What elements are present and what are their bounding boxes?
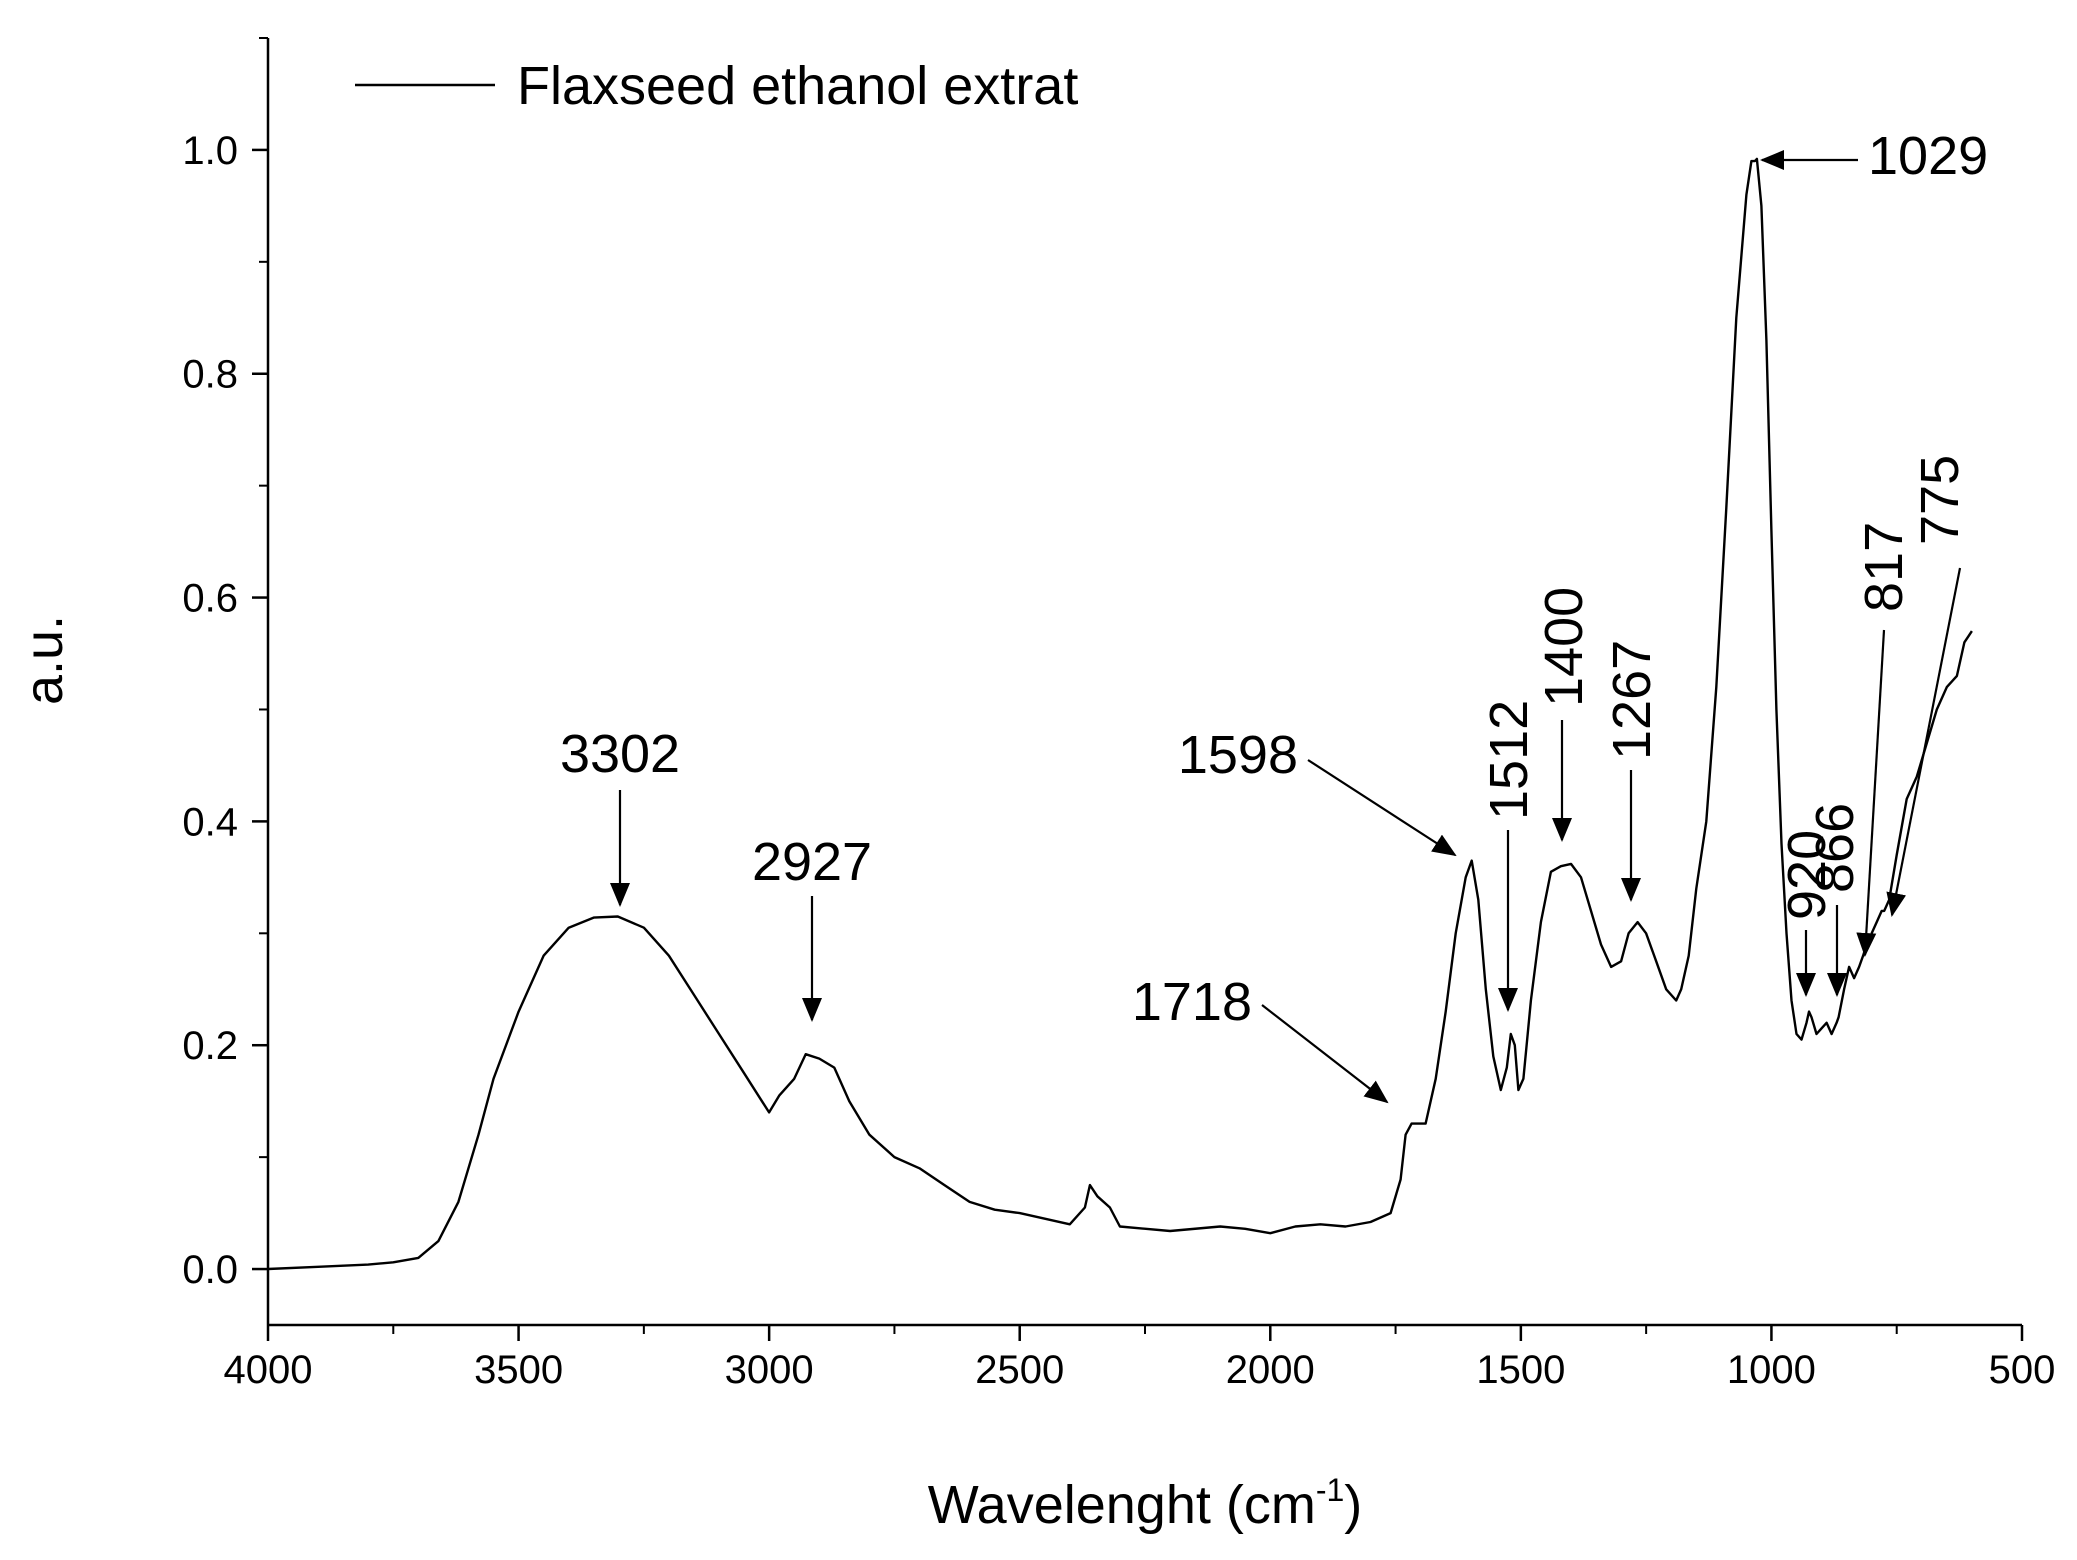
legend-entry-label: Flaxseed ethanol extrat (517, 56, 1078, 116)
x-tick-label: 500 (1989, 1348, 2056, 1392)
x-tick-label: 1000 (1727, 1348, 1816, 1392)
x-tick-label: 2000 (1226, 1348, 1315, 1392)
peak-label-3302: 3302 (560, 724, 680, 784)
x-tick-label: 2500 (975, 1348, 1064, 1392)
peak-label-1718: 1718 (1132, 972, 1252, 1032)
x-axis-title-superscript: -1 (1316, 1472, 1344, 1508)
y-tick-label: 0.2 (182, 1024, 238, 1068)
peak-arrow (1261, 1004, 1389, 1104)
y-tick-label: 1.0 (182, 129, 238, 173)
x-tick-label: 3000 (725, 1348, 814, 1392)
peak-label-866: 866 (1805, 803, 1865, 893)
y-tick-label: 0.6 (182, 577, 238, 621)
series-line (267, 157, 1973, 1271)
peak-label-2927: 2927 (752, 832, 872, 892)
peak-arrow (1856, 629, 1886, 957)
y-tick-label: 0.4 (182, 800, 238, 844)
peak-label-1400: 1400 (1534, 587, 1594, 707)
axes: 0.0 0.2 0.4 0.6 0.8 1.0 4000 3500 3000 2500 2000 15… (182, 37, 2056, 1392)
x-axis-title-main: Wavelenght (cm (928, 1475, 1316, 1535)
legend: Flaxseed ethanol extrat (355, 56, 1078, 116)
x-tick-label: 3500 (474, 1348, 563, 1392)
peak-label-1029: 1029 (1868, 126, 1988, 186)
peak-label-775: 775 (1910, 455, 1970, 545)
x-axis-title: Wavelenght (cm-1) (928, 1472, 1363, 1535)
x-tick-label: 1500 (1476, 1348, 1565, 1392)
peak-label-920: 920 (1777, 830, 1837, 920)
peak-label-1512: 1512 (1479, 700, 1539, 820)
peak-label-1267: 1267 (1602, 640, 1662, 760)
peak-arrow (1307, 759, 1457, 857)
y-tick-label: 0.0 (182, 1248, 238, 1292)
plot-area (267, 157, 1973, 1271)
y-axis-title: a.u. (14, 615, 74, 705)
y-tick-label: 0.8 (182, 353, 238, 397)
peak-label-817: 817 (1854, 522, 1914, 612)
peak-arrow (1886, 567, 1962, 917)
peak-label-1598: 1598 (1178, 725, 1298, 785)
x-axis-title-suffix: ) (1344, 1475, 1362, 1535)
x-tick-label: 4000 (224, 1348, 313, 1392)
